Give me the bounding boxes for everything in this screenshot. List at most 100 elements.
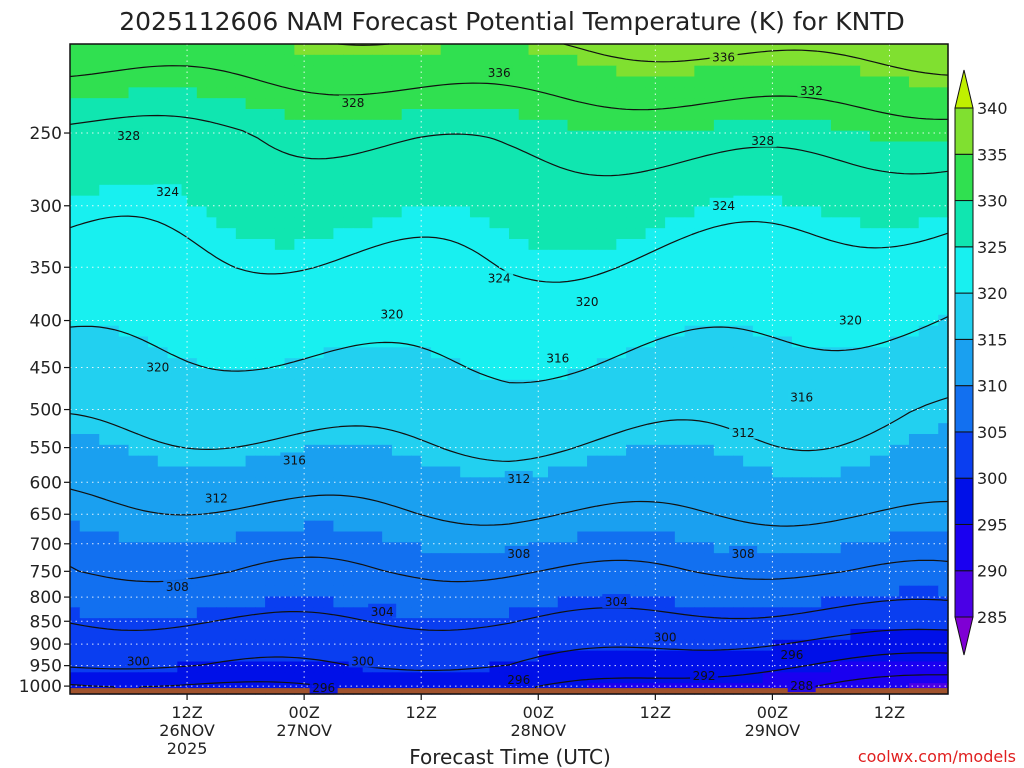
theta-cell bbox=[382, 531, 393, 543]
theta-cell bbox=[401, 629, 413, 641]
theta-cell bbox=[450, 607, 461, 619]
theta-cell bbox=[313, 54, 325, 67]
theta-cell bbox=[196, 347, 208, 359]
theta-cell bbox=[167, 379, 178, 392]
theta-cell bbox=[352, 87, 364, 99]
theta-cell bbox=[840, 304, 852, 316]
theta-cell bbox=[645, 390, 656, 403]
theta-cell bbox=[362, 618, 374, 630]
theta-cell bbox=[148, 639, 159, 652]
theta-cell bbox=[518, 629, 530, 641]
theta-cell bbox=[118, 499, 130, 511]
theta-cell bbox=[723, 282, 734, 294]
theta-cell bbox=[821, 542, 832, 554]
theta-cell bbox=[157, 163, 169, 175]
theta-cell bbox=[518, 271, 530, 283]
theta-cell bbox=[206, 217, 217, 229]
theta-cell bbox=[352, 553, 364, 565]
theta-cell bbox=[869, 336, 881, 348]
theta-cell bbox=[694, 119, 705, 132]
theta-cell bbox=[528, 347, 539, 359]
theta-cell bbox=[128, 119, 139, 132]
theta-cell bbox=[577, 509, 588, 522]
theta-cell bbox=[99, 423, 110, 435]
theta-cell bbox=[879, 412, 891, 424]
theta-cell bbox=[352, 434, 364, 446]
theta-cell bbox=[587, 444, 598, 457]
theta-cell bbox=[587, 282, 598, 294]
theta-cell bbox=[99, 119, 110, 132]
theta-cell bbox=[450, 336, 461, 348]
theta-cell bbox=[167, 206, 178, 218]
theta-cell bbox=[821, 423, 832, 435]
theta-cell bbox=[626, 509, 637, 522]
theta-cell bbox=[401, 195, 413, 208]
theta-cell bbox=[469, 130, 481, 143]
theta-cell bbox=[460, 271, 471, 283]
theta-cell bbox=[499, 553, 510, 565]
theta-cell bbox=[645, 44, 656, 56]
theta-cell bbox=[382, 466, 393, 478]
theta-cell bbox=[138, 607, 149, 619]
theta-cell bbox=[518, 44, 530, 56]
theta-cell bbox=[606, 423, 617, 435]
theta-cell bbox=[577, 369, 588, 381]
theta-cell bbox=[704, 325, 715, 338]
theta-cell bbox=[148, 531, 159, 543]
theta-cell bbox=[109, 434, 120, 446]
theta-cell bbox=[167, 249, 178, 262]
theta-cell bbox=[704, 174, 715, 186]
theta-cell bbox=[274, 76, 286, 88]
theta-cell bbox=[489, 466, 500, 478]
theta-cell bbox=[606, 336, 617, 348]
theta-cell bbox=[391, 607, 403, 619]
theta-cell bbox=[323, 239, 334, 251]
theta-cell bbox=[469, 379, 481, 392]
theta-cell bbox=[694, 531, 705, 543]
theta-cell bbox=[899, 109, 910, 121]
theta-cell bbox=[548, 618, 559, 630]
theta-cell bbox=[235, 434, 247, 446]
theta-cell bbox=[109, 217, 120, 229]
theta-cell bbox=[323, 174, 334, 186]
theta-cell bbox=[99, 455, 110, 468]
theta-cell bbox=[118, 163, 130, 175]
theta-cell bbox=[226, 76, 237, 88]
theta-cell bbox=[830, 585, 842, 598]
theta-cell bbox=[343, 239, 354, 251]
theta-cell bbox=[187, 564, 198, 576]
theta-cell bbox=[99, 65, 110, 78]
theta-cell bbox=[908, 629, 920, 641]
theta-cell bbox=[411, 629, 422, 641]
theta-cell bbox=[294, 217, 305, 229]
theta-cell bbox=[157, 152, 169, 164]
theta-cell bbox=[255, 585, 266, 598]
theta-cell bbox=[899, 542, 910, 554]
theta-cell bbox=[362, 542, 374, 554]
theta-cell bbox=[860, 282, 871, 294]
theta-cell bbox=[723, 65, 734, 78]
theta-cell bbox=[460, 444, 471, 457]
theta-cell bbox=[567, 542, 578, 554]
theta-cell bbox=[869, 239, 881, 251]
theta-cell bbox=[206, 499, 217, 511]
theta-cell bbox=[118, 119, 130, 132]
theta-cell bbox=[421, 119, 432, 132]
theta-cell bbox=[118, 293, 130, 305]
theta-cell bbox=[362, 195, 374, 208]
theta-cell bbox=[587, 217, 598, 229]
theta-cell bbox=[167, 369, 178, 381]
theta-cell bbox=[655, 390, 666, 403]
theta-cell bbox=[899, 412, 910, 424]
theta-cell bbox=[167, 596, 178, 608]
theta-cell bbox=[411, 109, 422, 121]
theta-cell bbox=[79, 585, 91, 598]
theta-cell bbox=[177, 629, 188, 641]
theta-cell bbox=[450, 390, 461, 403]
theta-cell bbox=[216, 423, 227, 435]
theta-cell bbox=[567, 531, 578, 543]
theta-cell bbox=[362, 130, 374, 143]
theta-cell bbox=[401, 379, 413, 392]
theta-cell bbox=[421, 141, 432, 153]
theta-cell bbox=[782, 174, 793, 186]
